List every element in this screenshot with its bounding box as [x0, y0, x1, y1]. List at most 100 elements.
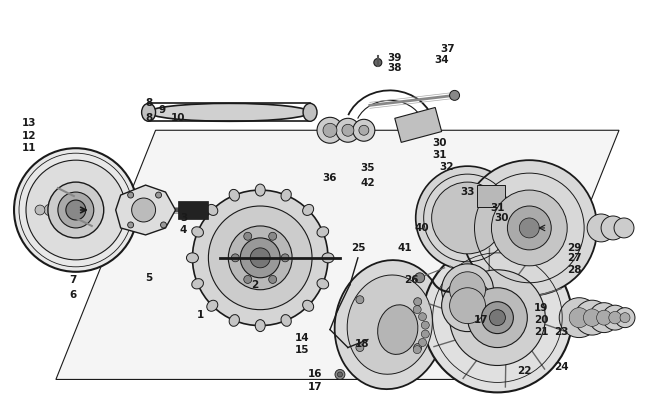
Text: 23: 23	[554, 327, 569, 336]
Ellipse shape	[281, 189, 291, 201]
Text: 39: 39	[387, 52, 402, 63]
Circle shape	[601, 216, 625, 240]
Circle shape	[356, 296, 364, 304]
Circle shape	[66, 200, 86, 220]
Ellipse shape	[187, 253, 198, 263]
Ellipse shape	[151, 201, 162, 219]
Circle shape	[127, 222, 134, 228]
Text: 22: 22	[517, 367, 532, 376]
Text: 17: 17	[307, 383, 322, 392]
Ellipse shape	[303, 300, 314, 311]
Text: 7: 7	[69, 275, 77, 285]
Circle shape	[268, 232, 277, 240]
Ellipse shape	[192, 278, 203, 289]
Circle shape	[323, 123, 337, 137]
Text: 10: 10	[171, 113, 186, 123]
Circle shape	[519, 218, 540, 238]
Circle shape	[450, 270, 545, 365]
Ellipse shape	[378, 305, 418, 354]
Text: 27: 27	[567, 253, 582, 263]
Circle shape	[31, 201, 49, 219]
Text: 28: 28	[567, 265, 581, 275]
Text: 17: 17	[474, 315, 489, 325]
Text: 32: 32	[439, 162, 454, 172]
Text: 30: 30	[432, 138, 447, 148]
Bar	[478, 185, 506, 207]
Circle shape	[419, 313, 426, 321]
Text: 21: 21	[534, 327, 549, 336]
Circle shape	[413, 306, 421, 314]
Ellipse shape	[281, 315, 291, 326]
Text: 36: 36	[323, 173, 337, 183]
Circle shape	[268, 276, 277, 284]
Circle shape	[413, 344, 422, 352]
Circle shape	[244, 276, 252, 284]
Ellipse shape	[207, 300, 218, 311]
Text: 13: 13	[21, 118, 36, 128]
Text: 37: 37	[440, 44, 455, 53]
Circle shape	[441, 264, 493, 316]
Polygon shape	[56, 130, 619, 379]
Circle shape	[416, 166, 519, 270]
Text: 16: 16	[308, 370, 322, 379]
Circle shape	[48, 182, 104, 238]
Circle shape	[489, 310, 506, 326]
Circle shape	[335, 370, 345, 379]
Ellipse shape	[347, 275, 432, 374]
Text: 15: 15	[295, 344, 309, 354]
Ellipse shape	[192, 227, 203, 237]
Circle shape	[317, 117, 343, 143]
Circle shape	[575, 300, 610, 335]
Circle shape	[161, 222, 166, 228]
Circle shape	[467, 288, 527, 347]
Circle shape	[422, 243, 572, 392]
Text: 26: 26	[404, 275, 419, 285]
Circle shape	[413, 298, 422, 306]
Circle shape	[58, 192, 94, 228]
Circle shape	[620, 312, 630, 323]
Circle shape	[40, 200, 60, 221]
Circle shape	[359, 125, 369, 135]
Bar	[179, 201, 209, 219]
Text: 18: 18	[355, 339, 369, 349]
Circle shape	[353, 119, 375, 141]
Circle shape	[589, 303, 619, 333]
Circle shape	[228, 226, 292, 290]
Circle shape	[559, 298, 599, 338]
Circle shape	[250, 248, 270, 268]
Circle shape	[127, 192, 134, 198]
Circle shape	[462, 160, 597, 296]
Circle shape	[584, 309, 601, 326]
Text: 33: 33	[460, 187, 474, 197]
Ellipse shape	[229, 189, 239, 201]
Text: 5: 5	[145, 273, 152, 283]
Circle shape	[35, 205, 45, 215]
Circle shape	[441, 280, 493, 332]
Text: 8: 8	[145, 113, 152, 123]
Polygon shape	[116, 185, 176, 235]
Text: 1: 1	[197, 310, 204, 320]
Circle shape	[244, 232, 252, 240]
Circle shape	[482, 302, 514, 333]
Circle shape	[597, 310, 612, 325]
Circle shape	[419, 339, 426, 346]
Text: 24: 24	[554, 362, 569, 373]
Text: 31: 31	[490, 203, 504, 213]
Ellipse shape	[303, 205, 314, 215]
Circle shape	[240, 238, 280, 278]
Text: 31: 31	[432, 150, 447, 160]
Circle shape	[44, 204, 56, 216]
Text: 35: 35	[361, 163, 375, 173]
Text: 30: 30	[494, 213, 509, 223]
Circle shape	[421, 321, 429, 329]
Circle shape	[587, 214, 615, 242]
Ellipse shape	[317, 227, 329, 237]
Circle shape	[374, 58, 382, 66]
Circle shape	[48, 198, 72, 222]
Text: 25: 25	[350, 243, 365, 253]
Text: 2: 2	[252, 280, 259, 290]
Circle shape	[421, 330, 429, 338]
Circle shape	[26, 160, 125, 260]
Circle shape	[450, 90, 460, 100]
Ellipse shape	[322, 253, 334, 263]
